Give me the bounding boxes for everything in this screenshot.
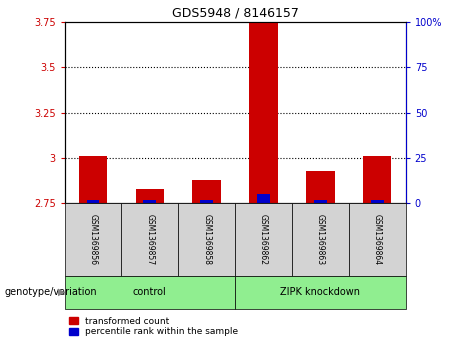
Bar [257,194,270,203]
Legend: transformed count, percentile rank within the sample: transformed count, percentile rank withi… [69,317,238,337]
Text: GSM1369856: GSM1369856 [89,214,97,265]
Bar [136,189,164,203]
Bar [249,0,278,203]
Text: genotype/variation: genotype/variation [5,287,97,297]
Text: GSM1369857: GSM1369857 [145,214,154,265]
Text: GSM1369864: GSM1369864 [373,214,382,265]
Bar [314,200,327,203]
Bar [79,156,107,203]
Bar [143,200,156,203]
Bar [193,180,221,203]
Bar [306,171,335,203]
Text: ZIPK knockdown: ZIPK knockdown [280,287,361,297]
Bar [200,200,213,203]
Bar [371,200,384,203]
Text: ▶: ▶ [58,287,65,297]
Title: GDS5948 / 8146157: GDS5948 / 8146157 [171,6,299,19]
Text: GSM1369862: GSM1369862 [259,214,268,265]
Bar [87,200,100,203]
Text: GSM1369858: GSM1369858 [202,214,211,265]
Text: control: control [133,287,167,297]
Text: GSM1369863: GSM1369863 [316,214,325,265]
Bar [363,156,391,203]
